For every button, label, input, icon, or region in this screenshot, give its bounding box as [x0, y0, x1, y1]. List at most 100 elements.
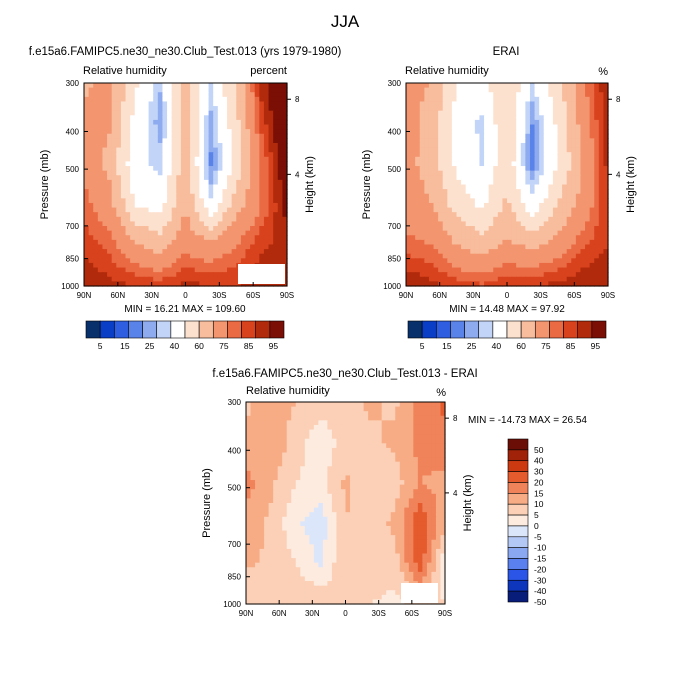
heatmap-cell: [84, 179, 90, 186]
heatmap-cell: [259, 258, 265, 264]
heatmap-cell: [408, 447, 414, 454]
heatmap-cell: [130, 119, 136, 126]
heatmap-cell: [543, 258, 549, 264]
heatmap-cell: [227, 267, 233, 273]
heatmap-cell: [390, 461, 396, 467]
heatmap-cell: [410, 193, 416, 199]
heatmap-cell: [130, 92, 136, 98]
heatmap-cell: [516, 202, 522, 209]
heatmap-cell: [520, 147, 526, 153]
heatmap-cell: [176, 198, 182, 204]
heatmap-cell: [589, 216, 595, 223]
heatmap-cell: [580, 262, 586, 269]
heatmap-cell: [255, 484, 261, 490]
heatmap-cell: [562, 124, 568, 130]
heatmap-cell: [134, 142, 140, 149]
heatmap-cell: [327, 475, 333, 481]
heatmap-cell: [120, 175, 127, 181]
heatmap-cell: [598, 189, 605, 195]
heatmap-cell: [479, 166, 485, 172]
heatmap-cell: [291, 480, 297, 486]
heatmap-cell: [377, 402, 383, 408]
heatmap-cell: [222, 92, 228, 98]
heatmap-cell: [598, 281, 605, 287]
heatmap-cell: [447, 133, 453, 139]
heatmap-cell: [377, 406, 383, 412]
heatmap-cell: [408, 493, 414, 500]
heatmap-cell: [93, 216, 99, 223]
heatmap-cell: [410, 281, 416, 287]
heatmap-cell: [442, 258, 448, 264]
heatmap-cell: [194, 115, 200, 121]
heatmap-cell: [479, 83, 485, 89]
heatmap-cell: [190, 161, 196, 167]
heatmap-cell: [440, 461, 446, 467]
heatmap-cell: [368, 484, 374, 490]
heatmap-cell: [603, 166, 609, 172]
heatmap-cell: [571, 276, 577, 282]
heatmap-cell: [291, 447, 297, 454]
heatmap-cell: [440, 475, 446, 481]
heatmap-cell: [447, 230, 453, 236]
heatmap-cell: [304, 475, 310, 481]
heatmap-cell: [594, 133, 600, 139]
heatmap-cell: [603, 253, 609, 259]
heatmap-cell: [102, 244, 108, 250]
heatmap-cell: [594, 212, 600, 218]
heatmap-cell: [497, 175, 504, 181]
heatmap-cell: [157, 189, 164, 195]
heatmap-cell: [470, 96, 476, 103]
heatmap-cell: [282, 235, 288, 241]
colorbar-swatch: [85, 320, 101, 339]
heatmap-cell: [282, 461, 288, 467]
heatmap-cell: [336, 461, 342, 467]
heatmap-cell: [470, 106, 476, 112]
heatmap-cell: [222, 207, 228, 213]
colorbar-swatch: [184, 320, 200, 339]
heatmap-cell: [442, 249, 448, 255]
heatmap-cell: [162, 193, 168, 199]
heatmap-cell: [264, 503, 270, 509]
heatmap-cell: [263, 110, 270, 116]
heatmap-cell: [447, 267, 453, 273]
heatmap-cell: [125, 221, 131, 227]
heatmap-cell: [419, 129, 425, 135]
heatmap-cell: [442, 202, 448, 209]
heatmap-cell: [419, 87, 425, 93]
heatmap-cell: [259, 424, 265, 431]
heatmap-cell: [282, 101, 288, 107]
heatmap-cell: [493, 166, 499, 172]
heatmap-cell: [484, 106, 490, 112]
y-tick-label: 500: [66, 165, 80, 174]
heatmap-cell: [259, 470, 265, 477]
heatmap-cell: [157, 226, 164, 232]
heatmap-cell: [404, 475, 410, 481]
heatmap-cell: [603, 179, 609, 186]
heatmap-cell: [372, 438, 378, 444]
heatmap-cell: [227, 207, 233, 213]
heatmap-cell: [180, 207, 187, 213]
heatmap-cell: [571, 216, 577, 223]
heatmap-cell: [304, 503, 310, 509]
heatmap-cell: [208, 101, 214, 107]
heatmap-cell: [465, 92, 471, 98]
heatmap-cell: [143, 281, 150, 287]
heatmap-cell: [372, 424, 378, 431]
heatmap-cell: [157, 101, 164, 107]
heatmap-cell: [408, 438, 414, 444]
heatmap-cell: [562, 179, 568, 186]
heatmap-cell: [399, 493, 405, 500]
heatmap-cell: [390, 493, 396, 500]
heatmap-cell: [167, 124, 173, 130]
heatmap-cell: [180, 142, 187, 149]
heatmap-cell: [488, 133, 494, 139]
heatmap-cell: [479, 226, 485, 232]
heatmap-cell: [410, 115, 416, 121]
heatmap-cell: [484, 147, 490, 153]
heatmap-cell: [461, 202, 467, 209]
heatmap-cell: [474, 133, 481, 139]
heatmap-cell: [562, 249, 568, 255]
heatmap-cell: [93, 272, 99, 278]
heatmap-cell: [575, 212, 582, 218]
heatmap-cell: [390, 457, 396, 463]
